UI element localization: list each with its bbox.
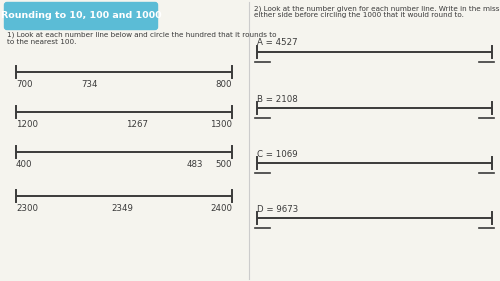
Text: B = 2108: B = 2108: [257, 95, 298, 104]
Text: Rounding to 10, 100 and 1000: Rounding to 10, 100 and 1000: [0, 12, 162, 21]
Text: 2400: 2400: [210, 204, 232, 213]
Text: 2349: 2349: [111, 204, 133, 213]
Text: 734: 734: [81, 80, 98, 89]
Text: 700: 700: [16, 80, 32, 89]
Text: C = 1069: C = 1069: [257, 150, 298, 159]
Text: 483: 483: [187, 160, 204, 169]
Text: D = 9673: D = 9673: [257, 205, 298, 214]
Text: 400: 400: [16, 160, 32, 169]
Text: 800: 800: [216, 80, 232, 89]
Text: 1300: 1300: [210, 120, 232, 129]
Text: 500: 500: [216, 160, 232, 169]
Text: 1267: 1267: [126, 120, 148, 129]
Text: A = 4527: A = 4527: [257, 38, 298, 47]
Text: 1200: 1200: [16, 120, 38, 129]
FancyBboxPatch shape: [4, 3, 158, 30]
Text: 1) Look at each number line below and circle the hundred that it rounds to
to th: 1) Look at each number line below and ci…: [7, 32, 276, 46]
Text: 2300: 2300: [16, 204, 38, 213]
Text: 2) Look at the number given for each number line. Write in the missing 1000
eith: 2) Look at the number given for each num…: [254, 5, 500, 19]
